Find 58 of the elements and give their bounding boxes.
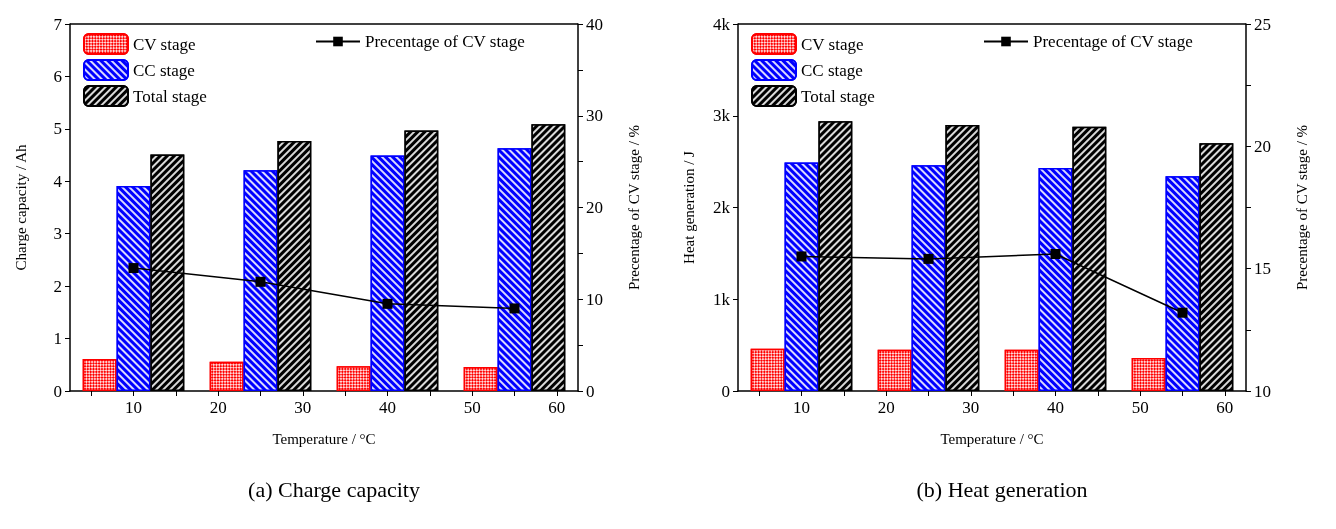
y2-tick-label: 40 xyxy=(586,14,603,34)
x-tick-label: 60 xyxy=(548,398,566,417)
x-axis-title: Temperature / °C xyxy=(940,430,1044,447)
legend-label: CC stage xyxy=(801,60,863,80)
y-tick-label: 1 xyxy=(53,329,62,349)
text: (b) Heat generation xyxy=(916,476,1088,502)
legend-label: CC stage xyxy=(133,60,195,80)
y2-tick-label: 10 xyxy=(1254,381,1271,401)
y-tick-label: 0 xyxy=(53,381,62,401)
y-tick-label: 3 xyxy=(53,224,62,244)
x-axis-title: Temperature / °C xyxy=(272,430,376,447)
y-tick-label: 0 xyxy=(721,381,730,401)
y2-tick-label: 20 xyxy=(586,198,603,217)
y-tick-label: 1k xyxy=(713,289,731,309)
y2-tick-label: 25 xyxy=(1254,14,1271,34)
legend-label: CV stage xyxy=(133,34,196,54)
y2-axis-title: Precentage of CV stage / % xyxy=(625,124,642,291)
y2-tick-label: 30 xyxy=(586,106,603,126)
y-tick-label: 2 xyxy=(53,276,62,296)
y2-tick-label: 0 xyxy=(586,381,595,401)
x-tick-label: 10 xyxy=(125,398,142,417)
point xyxy=(923,253,934,264)
y2-tick-label: 10 xyxy=(586,289,603,309)
point xyxy=(1177,307,1188,318)
x-tick-label: 50 xyxy=(1131,398,1149,417)
point xyxy=(796,251,807,262)
y-tick-label: 4 xyxy=(53,171,63,191)
y-tick-label: 5 xyxy=(53,119,62,139)
point xyxy=(1050,248,1061,259)
x-tick-label: 50 xyxy=(463,398,481,417)
text: (a) Charge capacity xyxy=(248,476,420,502)
y2-tick-label: 15 xyxy=(1254,259,1271,279)
y-tick-label: 4k xyxy=(713,14,731,34)
y-tick-label: 2k xyxy=(713,198,731,217)
y-axis-title: Heat generation / J xyxy=(680,150,697,264)
y-tick-label: 7 xyxy=(53,14,63,34)
legend-label: Total stage xyxy=(801,86,875,106)
x-tick-label: 20 xyxy=(877,398,895,417)
y2-tick-label: 20 xyxy=(1254,136,1271,156)
x-tick-label: 30 xyxy=(962,398,980,417)
y-tick-label: 6 xyxy=(53,66,62,86)
point xyxy=(382,298,393,309)
y-axis-title: Charge capacity / Ah xyxy=(12,144,29,271)
point xyxy=(128,263,139,274)
x-tick-label: 60 xyxy=(1216,398,1234,417)
x-tick-label: 30 xyxy=(294,398,312,417)
x-tick-label: 40 xyxy=(1047,398,1064,417)
legend-label: Total stage xyxy=(133,86,207,106)
x-tick-label: 20 xyxy=(209,398,227,417)
legend-label: Precentage of CV stage xyxy=(365,32,525,51)
x-tick-label: 40 xyxy=(379,398,396,417)
y-tick-label: 3k xyxy=(713,106,731,126)
x-tick-label: 10 xyxy=(793,398,810,417)
point xyxy=(509,303,520,314)
legend-label: CV stage xyxy=(801,34,864,54)
y2-axis-title: Precentage of CV stage / % xyxy=(1293,124,1310,291)
legend-label: Precentage of CV stage xyxy=(1033,32,1193,51)
point xyxy=(255,276,266,287)
